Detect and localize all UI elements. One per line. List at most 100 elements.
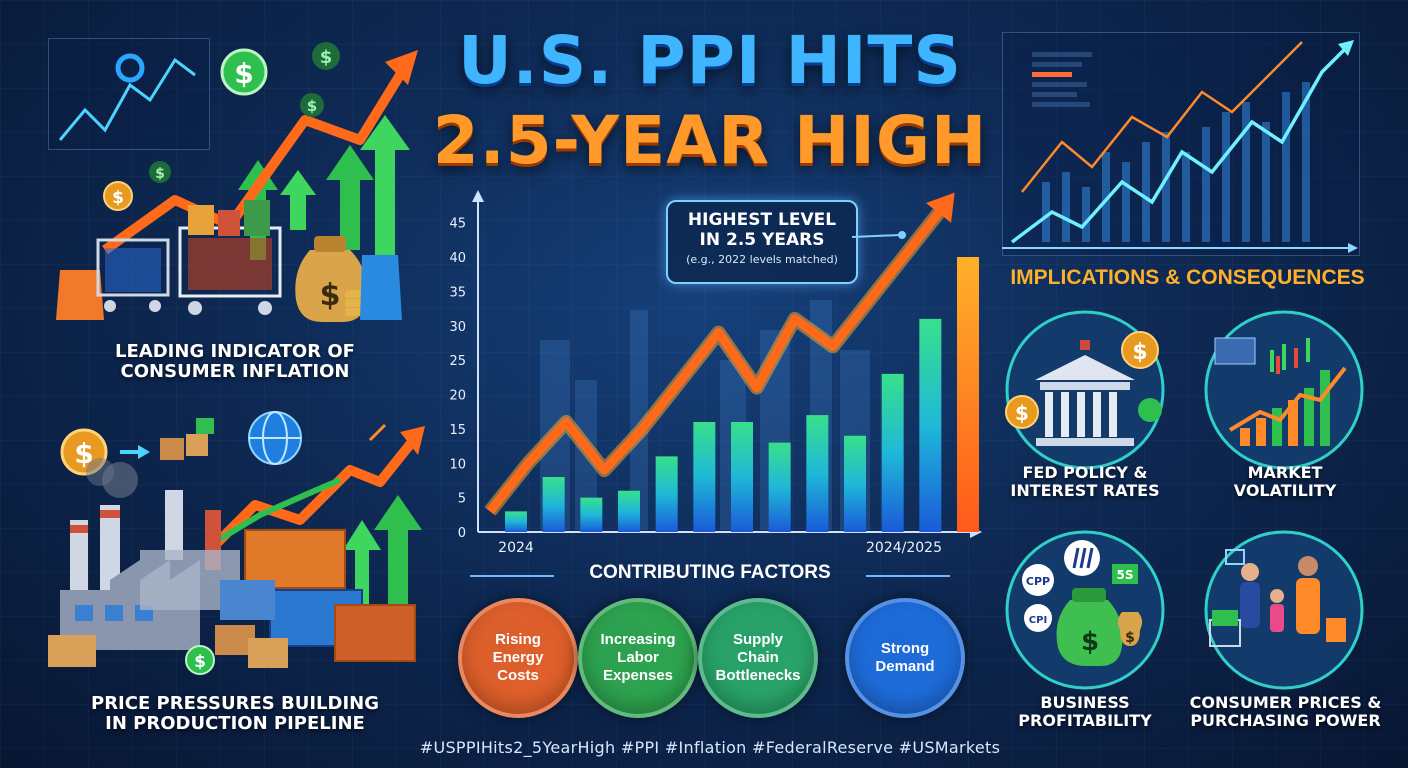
box-icon bbox=[248, 638, 288, 668]
implication-caption-line: VOLATILITY bbox=[1233, 480, 1337, 500]
ppi-bar bbox=[768, 442, 791, 532]
ppi-bar bbox=[580, 497, 603, 532]
dollar-coin-icon: $ bbox=[185, 645, 215, 675]
callout-line: HIGHEST LEVEL bbox=[687, 210, 837, 230]
globe-icon bbox=[248, 411, 302, 465]
svg-text:$: $ bbox=[74, 437, 93, 470]
donut-chart-icon bbox=[115, 53, 145, 83]
y-tick-label: 25 bbox=[449, 354, 466, 369]
ppi-bar bbox=[844, 435, 866, 532]
left-top-caption: LEADING INDICATOR OF CONSUMER INFLATION bbox=[60, 341, 410, 382]
recycle-arrows-icon bbox=[1138, 398, 1162, 422]
implication-caption-line: FED POLICY & bbox=[1022, 463, 1148, 482]
factor-label-line: Expenses bbox=[602, 667, 674, 684]
left-bottom-caption: PRICE PRESSURES BUILDING IN PRODUCTION P… bbox=[60, 693, 410, 735]
x-label-end: 2024/2025 bbox=[866, 540, 942, 556]
caption-line: LEADING INDICATOR OF bbox=[115, 341, 355, 362]
ppi-bar bbox=[655, 456, 678, 532]
title-line-2: 2.5-YEAR HIGH bbox=[432, 102, 988, 179]
ppi-bar-chart: 0 5 10 15 20 25 30 35 40 45 2024 2024/2025 bbox=[449, 190, 982, 556]
shopping-cart-icon bbox=[96, 238, 170, 312]
ppi-bar bbox=[618, 490, 640, 532]
factor-label-line: Bottlenecks bbox=[715, 667, 801, 684]
y-tick-label: 20 bbox=[449, 389, 466, 404]
factor-label-line: Labor bbox=[617, 649, 659, 666]
section-divider bbox=[470, 575, 950, 577]
contributing-factors-title: CONTRIBUTING FACTORS bbox=[589, 562, 831, 583]
implication-icons: $ $ $ $ CPP bbox=[1005, 310, 1364, 690]
caption-line: PRICE PRESSURES BUILDING bbox=[91, 693, 379, 714]
svg-text:$: $ bbox=[194, 652, 206, 672]
dollar-coin-icon: $ bbox=[220, 48, 268, 96]
factor-label-line: Supply bbox=[732, 631, 783, 648]
ppi-bar bbox=[881, 373, 904, 532]
profit-money-bag-icon: $ $ CPP CPI 5S bbox=[1005, 530, 1165, 690]
ppi-bar bbox=[693, 422, 716, 532]
y-tick-label: 35 bbox=[449, 285, 466, 300]
implication-caption-line: PROFITABILITY bbox=[1018, 710, 1152, 730]
trend-arrowhead bbox=[925, 192, 955, 223]
stock-chart-icon bbox=[1204, 310, 1364, 470]
trend-line bbox=[486, 199, 951, 515]
y-tick-label: 0 bbox=[458, 526, 466, 541]
hashtags: #USPPIHits2_5YearHigh #PPI #Inflation #F… bbox=[419, 738, 1001, 757]
svg-text:$: $ bbox=[320, 278, 341, 313]
factor-label-line: Strong bbox=[880, 640, 930, 657]
factor-label-line: Demand bbox=[875, 658, 935, 675]
svg-text:$: $ bbox=[1125, 630, 1135, 646]
svg-text:$: $ bbox=[1015, 401, 1029, 425]
dollar-coin-icon: $ bbox=[300, 93, 324, 117]
implication-caption-line: BUSINESS bbox=[1040, 693, 1130, 712]
factor-circle: Increasing Labor Expenses bbox=[578, 598, 698, 718]
implication-caption-line: INTEREST RATES bbox=[1010, 480, 1160, 500]
factor-label-line: Chain bbox=[737, 649, 779, 666]
svg-text:$: $ bbox=[1132, 340, 1147, 365]
svg-text:$: $ bbox=[1081, 627, 1099, 657]
y-tick-label: 15 bbox=[449, 423, 466, 438]
svg-text:$: $ bbox=[307, 97, 317, 115]
ppi-bar bbox=[957, 257, 979, 532]
factory-icon bbox=[60, 490, 240, 650]
dollar-coin-icon: $ bbox=[103, 181, 133, 211]
production-pipeline-illustration: $ bbox=[48, 411, 425, 675]
box-icon bbox=[186, 434, 208, 456]
ppi-bar bbox=[806, 415, 829, 532]
factor-label-line: Energy bbox=[492, 649, 544, 666]
factor-label-line: Rising bbox=[495, 631, 541, 648]
ppi-bar bbox=[542, 477, 565, 532]
factor-circle: Supply Chain Bottlenecks bbox=[698, 598, 818, 718]
ppi-bar bbox=[731, 422, 753, 532]
svg-text:$: $ bbox=[234, 57, 253, 90]
consumer-inflation-illustration: $ $ $ $ $ $ bbox=[56, 42, 418, 322]
factor-label-line: Increasing bbox=[600, 631, 676, 648]
factor-circle: Rising Energy Costs bbox=[458, 598, 578, 718]
truck-icon bbox=[220, 580, 275, 620]
implication-caption-line: MARKET bbox=[1247, 463, 1323, 482]
callout-pointer bbox=[852, 231, 906, 239]
shipping-container-icon bbox=[244, 529, 416, 662]
svg-text:$: $ bbox=[155, 166, 165, 182]
caption-line: IN PRODUCTION PIPELINE bbox=[105, 713, 365, 735]
highest-level-callout: HIGHEST LEVEL IN 2.5 YEARS (e.g., 2022 l… bbox=[666, 200, 858, 284]
svg-text:CPP: CPP bbox=[1026, 575, 1050, 588]
ppi-bar bbox=[505, 511, 527, 532]
implication-caption: CONSUMER PRICES & PURCHASING POWER bbox=[1178, 694, 1393, 730]
shopping-cart-icon bbox=[178, 200, 282, 315]
family-shopping-icon bbox=[1204, 530, 1364, 690]
dollar-coin-icon: $ bbox=[312, 42, 340, 70]
implication-caption-line: PURCHASING POWER bbox=[1190, 710, 1381, 730]
svg-text:5S: 5S bbox=[1117, 568, 1134, 582]
y-tick-label: 30 bbox=[449, 320, 466, 335]
callout-line: IN 2.5 YEARS bbox=[699, 230, 825, 250]
implication-caption-line: CONSUMER PRICES & bbox=[1189, 693, 1382, 712]
implications-title: IMPLICATIONS & CONSEQUENCES bbox=[1010, 266, 1365, 289]
box-icon bbox=[48, 635, 96, 667]
svg-text:CPI: CPI bbox=[1029, 615, 1047, 626]
implication-caption: FED POLICY & INTEREST RATES bbox=[995, 464, 1175, 500]
callout-note: (e.g., 2022 levels matched) bbox=[686, 253, 838, 266]
factor-circle: Strong Demand bbox=[845, 598, 965, 718]
svg-text:$: $ bbox=[320, 47, 333, 68]
svg-text:$: $ bbox=[112, 188, 124, 208]
y-tick-label: 40 bbox=[449, 251, 466, 266]
